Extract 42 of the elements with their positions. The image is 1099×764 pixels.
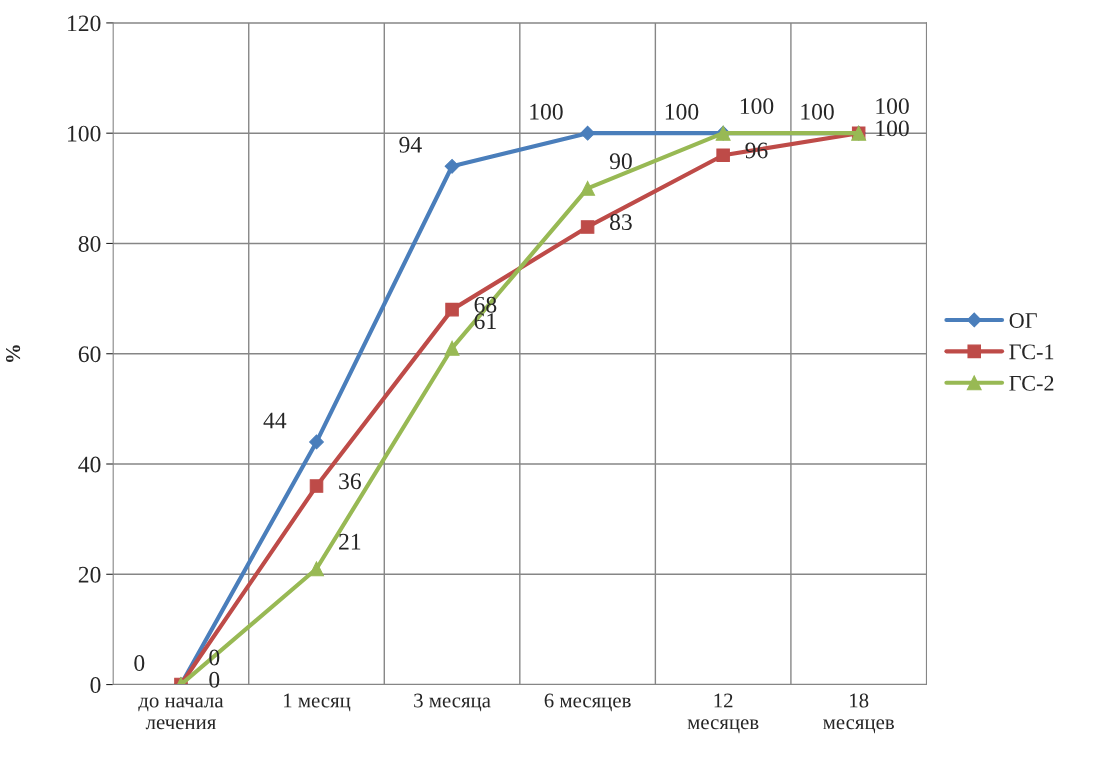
y-tick-label: 40: [78, 456, 101, 473]
legend-label: ГС-1: [1009, 344, 1054, 360]
point: [309, 561, 324, 577]
point: [580, 125, 595, 141]
data-label: 21: [339, 533, 361, 550]
legend-label: ОГ: [1009, 313, 1037, 328]
data-label: 94: [399, 136, 422, 153]
data-label: 100: [801, 103, 834, 120]
y-tick-label: 120: [68, 15, 101, 32]
data-label: 0: [134, 655, 145, 672]
point: [309, 479, 324, 493]
x-tick-label: 6 месяцев: [544, 693, 631, 712]
data-label: 100: [876, 98, 909, 115]
data-label: 100: [876, 120, 909, 137]
y-tick-label: 60: [78, 346, 101, 363]
y-tick-label: 20: [78, 566, 101, 583]
legend-label: ГС-2: [1009, 375, 1054, 391]
y-axis-title: %: [6, 345, 21, 363]
y-tick-label: 80: [78, 235, 101, 252]
point: [309, 434, 324, 450]
data-label: 100: [740, 98, 774, 115]
data-label: 83: [610, 214, 632, 231]
x-tick-label: 18 месяцев: [823, 693, 894, 734]
x-tick-label: до начала лечения: [138, 697, 224, 730]
point: [716, 148, 730, 163]
x-tick-label: 12 месяцев: [687, 693, 759, 734]
data-label: 44: [263, 412, 287, 429]
data-label: 90: [609, 153, 632, 170]
data-label: 36: [339, 473, 361, 490]
data-label: 61: [474, 313, 496, 330]
x-tick-label: 1 месяц: [284, 693, 351, 712]
point: [444, 158, 460, 174]
y-tick-label: 0: [90, 677, 101, 693]
x-tick-label: 3 месяца: [414, 693, 491, 712]
point: [580, 220, 595, 234]
point: [444, 340, 460, 356]
y-tick-label: 100: [68, 125, 101, 142]
data-label: 100: [665, 103, 699, 120]
point: [445, 302, 459, 317]
data-label: 100: [530, 103, 563, 120]
point: [580, 180, 596, 196]
data-label: 96: [745, 142, 768, 159]
